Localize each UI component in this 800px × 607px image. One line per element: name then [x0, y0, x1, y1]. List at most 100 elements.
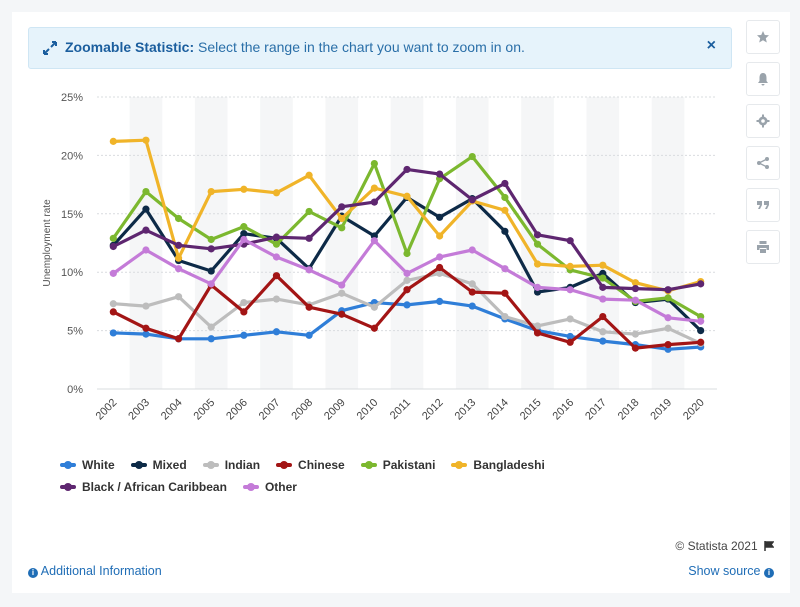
- zoom-banner: Zoomable Statistic: Select the range in …: [28, 27, 732, 69]
- data-point-indian: [664, 324, 672, 332]
- legend-item-mixed[interactable]: Mixed: [130, 454, 187, 476]
- show-source-link[interactable]: Show source i: [688, 564, 774, 578]
- x-tick-label: 2019: [648, 397, 674, 423]
- legend-swatch: [242, 483, 259, 491]
- data-point-indian: [468, 280, 476, 288]
- data-point-bangladeshi: [533, 260, 542, 268]
- x-tick-label: 2018: [616, 397, 642, 423]
- legend-item-chinese[interactable]: Chinese: [276, 454, 345, 476]
- data-point-white: [142, 330, 150, 338]
- data-point-pakistani: [174, 214, 183, 223]
- quote-icon: [757, 201, 769, 209]
- close-icon[interactable]: ×: [706, 37, 716, 54]
- data-point-other: [501, 265, 509, 273]
- data-point-other: [533, 283, 542, 291]
- data-point-chinese: [272, 272, 281, 280]
- chart-band: [390, 97, 424, 389]
- data-point-bangladeshi: [272, 189, 281, 197]
- data-point-pakistani: [403, 249, 411, 258]
- data-point-other: [142, 246, 150, 254]
- legend-label: Pakistani: [382, 458, 436, 472]
- data-point-indian: [533, 322, 542, 330]
- data-point-chinese: [697, 338, 705, 346]
- legend-item-white[interactable]: White: [60, 454, 115, 476]
- legend-label: Indian: [224, 458, 261, 472]
- data-point-black-african-caribbean: [272, 233, 281, 241]
- legend-swatch: [60, 461, 76, 469]
- y-tick-label: 25%: [61, 92, 83, 104]
- x-tick-label: 2009: [322, 397, 348, 423]
- data-point-indian: [338, 289, 346, 297]
- data-point-pakistani: [338, 224, 346, 232]
- data-point-mixed: [436, 213, 444, 221]
- data-point-black-african-caribbean: [142, 226, 150, 234]
- data-point-other: [272, 253, 281, 261]
- data-point-other: [468, 246, 476, 254]
- data-point-other: [240, 235, 248, 244]
- data-point-bangladeshi: [403, 192, 411, 200]
- data-point-chinese: [403, 286, 411, 294]
- legend-swatch: [130, 461, 147, 469]
- data-point-bangladeshi: [305, 171, 313, 179]
- data-point-mixed: [207, 267, 215, 275]
- legend-swatch: [60, 483, 76, 491]
- print-button[interactable]: [746, 230, 780, 264]
- data-point-other: [338, 281, 346, 289]
- legend-item-black-african-caribbean[interactable]: Black / African Caribbean: [60, 476, 227, 498]
- data-point-chinese: [599, 312, 607, 321]
- data-point-black-african-caribbean: [207, 245, 215, 253]
- settings-button[interactable]: [746, 104, 780, 138]
- x-tick-label: 2011: [388, 397, 413, 422]
- expand-icon: [43, 41, 57, 55]
- notification-button[interactable]: [746, 62, 780, 96]
- data-point-bangladeshi: [566, 262, 574, 270]
- x-tick-label: 2020: [681, 397, 707, 423]
- data-point-chinese: [436, 263, 444, 272]
- data-point-black-african-caribbean: [174, 241, 183, 249]
- data-point-other: [664, 314, 672, 322]
- data-point-pakistani: [501, 193, 509, 202]
- data-point-white: [436, 297, 444, 305]
- data-point-bangladeshi: [370, 184, 378, 192]
- legend-swatch: [276, 461, 293, 469]
- data-point-pakistani: [109, 234, 117, 242]
- y-tick-label: 20%: [61, 150, 83, 162]
- copyright: © Statista 2021: [675, 539, 774, 553]
- data-point-white: [599, 337, 607, 345]
- y-tick-label: 5%: [67, 326, 83, 338]
- data-point-bangladeshi: [436, 232, 444, 240]
- data-point-other: [566, 286, 574, 294]
- cite-button[interactable]: [746, 188, 780, 222]
- data-point-bangladeshi: [338, 214, 346, 223]
- x-tick-label: 2014: [485, 397, 511, 423]
- share-icon: [757, 157, 769, 169]
- legend-item-pakistani[interactable]: Pakistani: [360, 454, 436, 476]
- additional-information-link[interactable]: i Additional Information: [28, 564, 162, 578]
- legend-label: Chinese: [298, 458, 345, 472]
- data-point-black-african-caribbean: [599, 283, 607, 291]
- legend-item-other[interactable]: Other: [242, 476, 297, 498]
- data-point-white: [207, 335, 215, 343]
- data-point-black-african-caribbean: [501, 179, 509, 188]
- legend-item-bangladeshi[interactable]: Bangladeshi: [451, 454, 545, 476]
- data-point-chinese: [468, 288, 476, 296]
- data-point-other: [631, 296, 640, 304]
- data-point-indian: [436, 269, 444, 277]
- y-tick-label: 10%: [61, 267, 83, 279]
- data-point-indian: [403, 276, 411, 284]
- legend-label: White: [82, 458, 115, 472]
- x-tick-label: 2016: [550, 397, 576, 423]
- legend-label: Black / African Caribbean: [82, 480, 227, 494]
- x-tick-label: 2007: [257, 397, 283, 423]
- x-tick-label: 2002: [94, 397, 120, 423]
- info-icon: i: [28, 568, 38, 578]
- legend-item-indian[interactable]: Indian: [202, 454, 261, 476]
- data-point-mixed: [697, 327, 705, 335]
- data-point-pakistani: [240, 223, 248, 231]
- data-point-pakistani: [664, 294, 672, 302]
- data-point-chinese: [566, 338, 574, 346]
- favorite-button[interactable]: [746, 20, 780, 54]
- share-button[interactable]: [746, 146, 780, 180]
- data-point-other: [599, 295, 607, 303]
